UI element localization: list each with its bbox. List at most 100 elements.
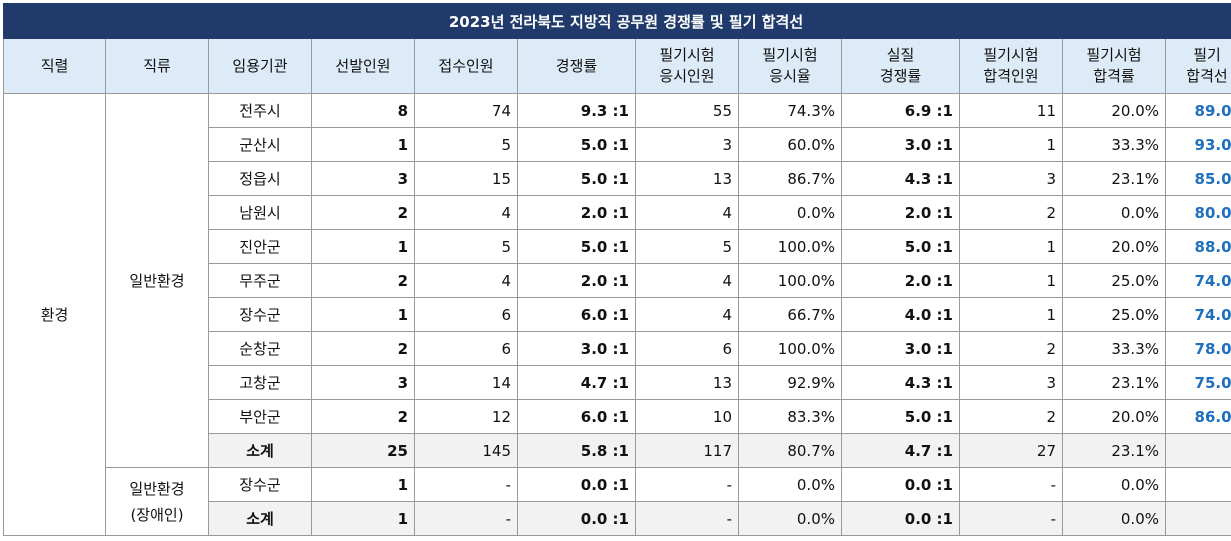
selected-cell: 1 [311, 467, 415, 502]
real-rate-cell: 2.0 :1 [841, 195, 960, 230]
exam-rate-cell: 60.0% [738, 127, 842, 162]
exam-takers-cell: - [635, 467, 739, 502]
class-cell: 일반환경 [105, 93, 209, 468]
agency-cell: 진안군 [208, 229, 312, 264]
cutoff-cell: 78.00 [1165, 331, 1231, 366]
agency-cell: 장수군 [208, 467, 312, 502]
selected-cell: 2 [311, 195, 415, 230]
header-passed: 필기시험 합격인원 [959, 38, 1063, 94]
exam-takers-cell: 4 [635, 195, 739, 230]
passed-cell: 1 [959, 297, 1063, 332]
agency-cell: 남원시 [208, 195, 312, 230]
pass-rate-cell: 20.0% [1062, 399, 1166, 434]
exam-rate-cell: 0.0% [738, 467, 842, 502]
rate-cell: 5.0 :1 [517, 161, 636, 196]
agency-cell: 정읍시 [208, 161, 312, 196]
cutoff-cell: 88.00 [1165, 229, 1231, 264]
pass-rate-cell: 0.0% [1062, 195, 1166, 230]
table-row: 환경 일반환경 전주시 8 74 9.3 :1 55 74.3% 6.9 :1 11 20.0% 89… [3, 93, 1231, 536]
real-rate-cell: 5.0 :1 [841, 399, 960, 434]
rate-cell: 0.0 :1 [517, 467, 636, 502]
rate-cell: 5.0 :1 [517, 127, 636, 162]
real-rate-cell: 5.0 :1 [841, 229, 960, 264]
real-rate-cell: 4.0 :1 [841, 297, 960, 332]
header-applied: 접수인원 [414, 38, 518, 94]
header-agency: 임용기관 [208, 38, 312, 94]
rate-cell: 5.0 :1 [517, 229, 636, 264]
exam-rate-cell: 0.0% [738, 501, 842, 536]
applied-cell: 145 [414, 433, 518, 468]
exam-takers-cell: 117 [635, 433, 739, 468]
real-rate-cell: 4.3 :1 [841, 161, 960, 196]
applied-cell: 5 [414, 127, 518, 162]
header-exam-takers: 필기시험 응시인원 [635, 38, 739, 94]
selected-cell: 1 [311, 297, 415, 332]
applied-cell: 4 [414, 263, 518, 298]
header-class: 직류 [105, 38, 209, 94]
subtotal-row: 소계 25 145 5.8 :1 117 80.7% 4.7 :1 27 23.1% [4, 433, 1231, 468]
cutoff-cell: 93.00 [1165, 127, 1231, 162]
passed-cell: 1 [959, 229, 1063, 264]
real-rate-cell: 3.0 :1 [841, 331, 960, 366]
applied-cell: 5 [414, 229, 518, 264]
passed-cell: 3 [959, 161, 1063, 196]
agency-cell: 부안군 [208, 399, 312, 434]
cutoff-cell: 75.00 [1165, 365, 1231, 400]
applied-cell: 4 [414, 195, 518, 230]
applied-cell: 15 [414, 161, 518, 196]
applied-cell: - [414, 501, 518, 536]
passed-cell: 3 [959, 365, 1063, 400]
subtotal-row: 소계 1-0.0 :1-0.0% 0.0 :1-0.0% [4, 501, 1231, 536]
selected-cell: 2 [311, 331, 415, 366]
exam-rate-cell: 92.9% [738, 365, 842, 400]
real-rate-cell: 2.0 :1 [841, 263, 960, 298]
pass-rate-cell: 20.0% [1062, 229, 1166, 264]
cutoff-cell: 86.00 [1165, 399, 1231, 434]
exam-rate-cell: 100.0% [738, 331, 842, 366]
header-series: 직렬 [3, 38, 106, 94]
agency-cell: 순창군 [208, 331, 312, 366]
exam-rate-cell: 80.7% [738, 433, 842, 468]
table-title: 2023년 전라북도 지방직 공무원 경쟁률 및 필기 합격선 [3, 3, 1231, 39]
applied-cell: 14 [414, 365, 518, 400]
rate-cell: 0.0 :1 [517, 501, 636, 536]
real-rate-cell: 4.3 :1 [841, 365, 960, 400]
agency-cell: 전주시 [208, 93, 312, 128]
cutoff-cell: 89.00 [1165, 93, 1231, 128]
real-rate-cell: 0.0 :1 [841, 501, 960, 536]
exam-rate-cell: 83.3% [738, 399, 842, 434]
passed-cell: - [959, 501, 1063, 536]
exam-takers-cell: 4 [635, 263, 739, 298]
agency-cell: 무주군 [208, 263, 312, 298]
real-rate-cell: 0.0 :1 [841, 467, 960, 502]
exam-takers-cell: 6 [635, 331, 739, 366]
real-rate-cell: 3.0 :1 [841, 127, 960, 162]
exam-rate-cell: 0.0% [738, 195, 842, 230]
exam-takers-cell: - [635, 501, 739, 536]
passed-cell: - [959, 467, 1063, 502]
rate-cell: 4.7 :1 [517, 365, 636, 400]
cutoff-cell: 74.00 [1165, 263, 1231, 298]
selected-cell: 8 [311, 93, 415, 128]
series-cell: 환경 [3, 93, 106, 536]
header-selected: 선발인원 [311, 38, 415, 94]
pass-rate-cell: 33.3% [1062, 331, 1166, 366]
passed-cell: 2 [959, 399, 1063, 434]
exam-takers-cell: 10 [635, 399, 739, 434]
rate-cell: 2.0 :1 [517, 263, 636, 298]
passed-cell: 27 [959, 433, 1063, 468]
applied-cell: 6 [414, 331, 518, 366]
agency-cell: 소계 [208, 433, 312, 468]
selected-cell: 25 [311, 433, 415, 468]
cutoff-cell [1165, 433, 1231, 468]
rate-cell: 2.0 :1 [517, 195, 636, 230]
title-row: 2023년 전라북도 지방직 공무원 경쟁률 및 필기 합격선 [3, 3, 1231, 39]
applied-cell: 74 [414, 93, 518, 128]
pass-rate-cell: 23.1% [1062, 161, 1166, 196]
pass-rate-cell: 20.0% [1062, 93, 1166, 128]
